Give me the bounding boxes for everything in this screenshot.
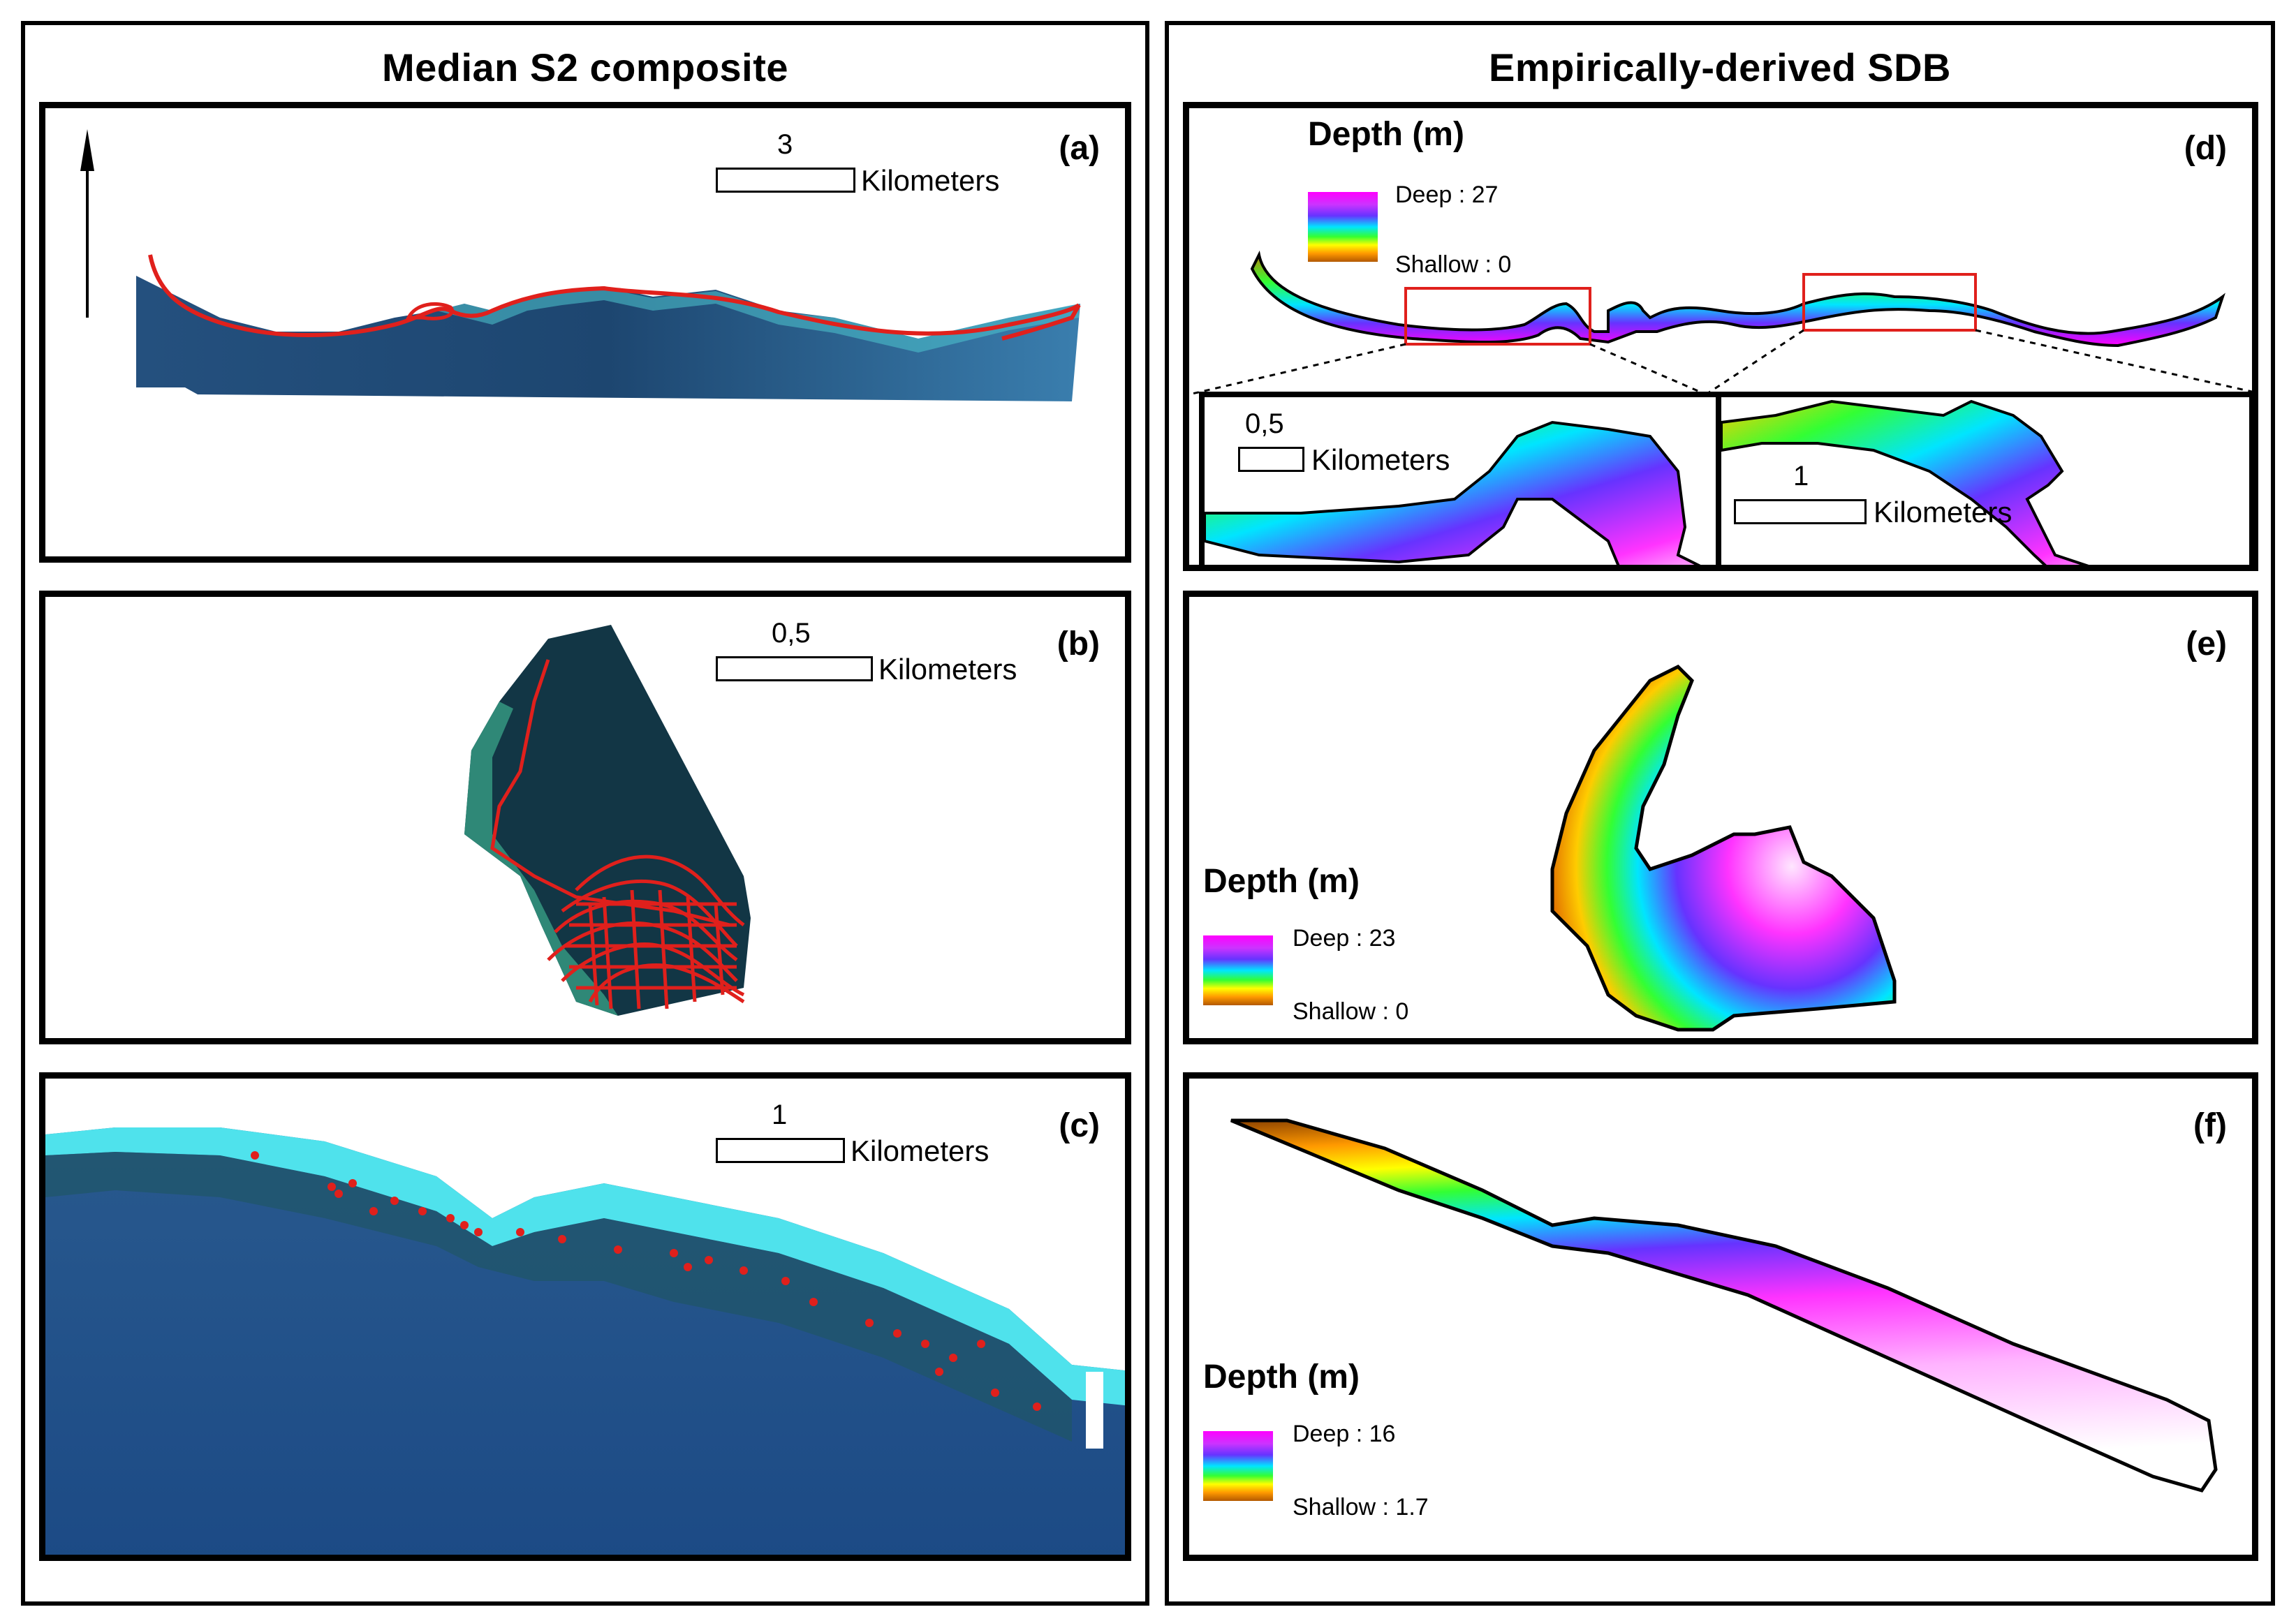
scale-value: 1 — [772, 1100, 788, 1130]
survey-track-loop — [405, 302, 454, 320]
legend-deep-label: Deep : 23 — [1293, 925, 1396, 952]
north-arrow-icon — [80, 129, 94, 171]
scale-bar-box — [1734, 499, 1867, 524]
depth-color-ramp — [1203, 935, 1273, 1005]
panel-c: (c) 1 Kilometers — [39, 1072, 1131, 1561]
land-area — [45, 1079, 1125, 1371]
depth-color-ramp — [1203, 1431, 1273, 1501]
panel-b-map — [464, 625, 751, 1016]
inset-left-bathymetry — [1203, 420, 1701, 565]
legend-deep-label: Deep : 27 — [1395, 182, 1499, 208]
legend-shallow-label: Shallow : 1.7 — [1293, 1494, 1429, 1520]
scale-value: 0,5 — [1245, 408, 1284, 439]
panel-f-map — [1230, 1118, 2218, 1493]
coastal-bathymetry-strip — [1230, 1118, 2218, 1493]
survey-track-line — [148, 254, 1081, 341]
survey-points — [251, 1151, 1041, 1411]
legend-shallow-label: Shallow : 0 — [1293, 998, 1409, 1025]
survey-tracks — [490, 659, 745, 1009]
right-column: Empirically-derived SDB — [1165, 21, 2275, 1606]
sdb-coast-strip — [1250, 250, 2225, 348]
bay-bathymetry — [1550, 664, 1897, 1032]
bay-image — [464, 625, 751, 1016]
panel-c-map — [45, 1079, 1125, 1555]
leader-line — [1975, 329, 2252, 393]
legend-title: Depth (m) — [1203, 863, 1360, 900]
scale-unit: Kilometers — [851, 1134, 989, 1167]
inset-box-left — [1404, 287, 1591, 346]
panel-e-label: (e) — [2186, 626, 2227, 663]
shallow-coast-band — [45, 1127, 1125, 1406]
panel-d-map — [1189, 250, 2252, 565]
left-column: Median S2 composite (a) 3 K — [21, 21, 1149, 1606]
scale-value: 3 — [777, 129, 793, 160]
scale-value: 1 — [1793, 461, 1809, 491]
scale-bar-box — [716, 656, 873, 681]
panel-a-map — [80, 129, 1081, 401]
pier-structure — [1086, 1372, 1103, 1449]
legend-deep-label: Deep : 16 — [1293, 1421, 1396, 1447]
leader-line — [1705, 329, 1804, 396]
legend-title: Depth (m) — [1203, 1359, 1360, 1396]
left-column-title: Median S2 composite — [381, 45, 789, 89]
coastal-strip-image — [136, 276, 1080, 401]
legend-title: Depth (m) — [1308, 116, 1464, 153]
scale-unit: Kilometers — [861, 164, 1000, 197]
scale-unit: Kilometers — [878, 653, 1017, 686]
panel-d-label: (d) — [2184, 130, 2227, 167]
inset-box-right — [1802, 273, 1977, 332]
depth-color-ramp — [1308, 192, 1378, 262]
scale-bar-box — [716, 168, 855, 193]
panel-e: (e) Depth (m) Deep : 23 Shallow : 0 — [1183, 591, 2258, 1044]
legend-shallow-label: Shallow : 0 — [1395, 251, 1512, 278]
panel-c-label: (c) — [1059, 1107, 1100, 1144]
scale-unit: Kilometers — [1311, 443, 1450, 476]
scale-value: 0,5 — [772, 618, 811, 649]
inset-right-bathymetry — [1720, 399, 2089, 565]
leader-line — [1189, 343, 1406, 396]
panel-a-label: (a) — [1059, 130, 1100, 167]
panel-b: (b) 0,5 Kilometers — [39, 591, 1131, 1044]
leader-line — [1589, 343, 1707, 396]
right-column-title: Empirically-derived SDB — [1489, 45, 1951, 89]
reef-zone — [45, 1152, 1072, 1442]
panel-d: (d) Depth (m) Deep : 27 Shallow : 0 0,5 … — [1183, 102, 2258, 571]
panel-b-label: (b) — [1057, 626, 1100, 663]
scale-unit: Kilometers — [1874, 496, 2012, 528]
scale-bar-box — [1238, 447, 1304, 472]
panel-e-map — [1550, 664, 1897, 1032]
scale-bar-box — [716, 1138, 845, 1163]
panel-f-label: (f) — [2193, 1107, 2227, 1144]
panel-f: (f) Depth (m) Deep : 16 Shallow : 1.7 — [1183, 1072, 2258, 1561]
panel-a: (a) 3 Kilometers — [39, 102, 1131, 563]
